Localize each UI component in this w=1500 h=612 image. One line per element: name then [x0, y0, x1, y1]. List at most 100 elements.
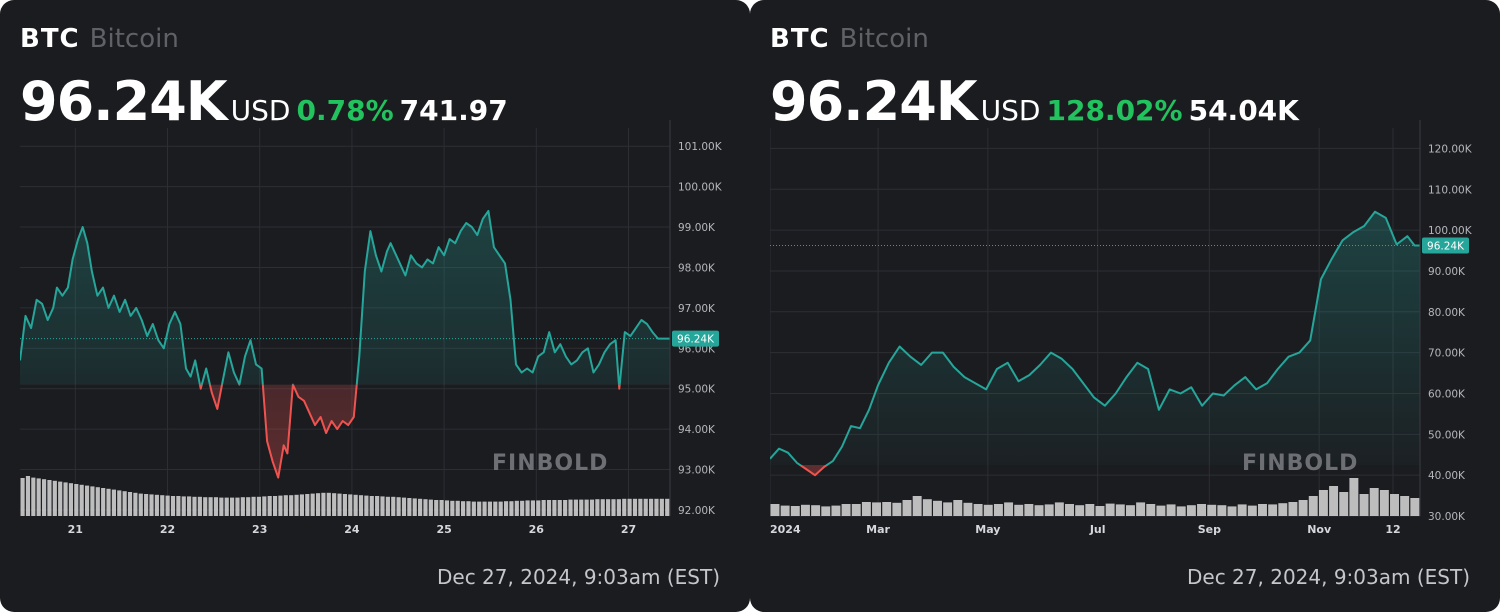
y-tick-label: 60.00K: [1428, 388, 1466, 400]
volume-bar: [160, 495, 165, 516]
volume-bar: [912, 496, 922, 516]
volume-bar: [267, 496, 272, 516]
volume-bar: [1410, 498, 1420, 516]
volume-bar: [579, 499, 584, 516]
volume-bar: [79, 484, 84, 516]
volume-bar: [606, 499, 611, 516]
chart-panel-daily: BTC Bitcoin 96.24K USD 0.78% 741.97 FINBOLD …: [0, 0, 750, 612]
volume-bar: [933, 500, 942, 516]
volume-bar: [643, 498, 648, 516]
volume-bar: [503, 501, 509, 516]
volume-bar: [122, 491, 127, 516]
volume-bar: [1247, 505, 1257, 516]
volume-bar: [192, 496, 197, 516]
volume-bar: [272, 496, 278, 516]
volume-bar: [1288, 502, 1298, 516]
y-tick-label: 80.00K: [1428, 307, 1466, 319]
x-tick-label: Sep: [1198, 523, 1221, 536]
volume-bar: [439, 500, 444, 516]
volume-bar: [627, 498, 632, 516]
volume-bar: [514, 500, 519, 516]
volume-bar: [1400, 496, 1410, 516]
volume-bar: [770, 504, 780, 516]
volume-bar: [1125, 505, 1135, 516]
volume-bar: [380, 496, 385, 516]
x-tick-label: 23: [252, 523, 267, 536]
volume-bar: [1318, 490, 1328, 516]
volume-bar: [52, 480, 57, 516]
x-tick-label: 22: [160, 523, 175, 536]
volume-bar: [1146, 504, 1156, 516]
volume-bar: [117, 490, 122, 516]
x-tick-label: Mar: [866, 523, 890, 536]
title-row: BTC Bitcoin: [20, 24, 179, 54]
y-tick-label: 50.00K: [1428, 429, 1466, 441]
volume-bar: [1024, 504, 1034, 516]
volume-bar: [412, 498, 417, 516]
volume-bar: [305, 494, 310, 516]
asset-name: Bitcoin: [839, 24, 929, 54]
asset-name: Bitcoin: [89, 24, 179, 54]
volume-bar: [892, 502, 902, 516]
currency-label: USD: [230, 94, 291, 127]
volume-bar: [321, 492, 326, 516]
volume-bar: [471, 501, 476, 516]
volume-bar: [278, 495, 283, 516]
currency-label: USD: [980, 94, 1041, 127]
volume-bar: [283, 495, 288, 516]
volume-bar: [138, 493, 143, 516]
volume-bar: [407, 498, 412, 516]
volume-bar: [1156, 505, 1166, 516]
y-tick-label: 101.00K: [678, 141, 723, 153]
volume-bar: [1085, 504, 1095, 516]
volume-bar: [841, 504, 851, 516]
volume-bar: [127, 492, 133, 516]
volume-bar: [31, 477, 36, 516]
price-chart: FINBOLD 92.00K93.00K94.00K95.00K96.00K97…: [20, 120, 723, 536]
timestamp: Dec 27, 2024, 9:03am (EST): [1187, 565, 1470, 589]
volume-bar: [659, 498, 664, 516]
y-tick-label: 92.00K: [678, 505, 716, 517]
volume-bar: [460, 501, 466, 516]
volume-bar: [455, 500, 460, 516]
area-fill-up: [20, 210, 670, 385]
volume-bar: [557, 500, 562, 516]
volume-bar: [861, 502, 871, 516]
volume-bar: [423, 499, 428, 516]
volume-bar: [1329, 486, 1339, 516]
volume-bar: [187, 496, 192, 516]
x-tick-label: 21: [68, 523, 83, 536]
volume-bar: [219, 497, 224, 516]
volume-bar: [1034, 505, 1044, 516]
volume-bar: [1044, 504, 1054, 516]
volume-bar: [487, 501, 493, 516]
volume-bar: [428, 499, 433, 516]
volume-bar: [1166, 504, 1176, 516]
x-tick-label: 2024: [770, 523, 801, 536]
area-fill-down: [800, 464, 828, 476]
volume-bar: [246, 497, 251, 516]
volume-bar: [369, 496, 374, 516]
volume-bar: [1186, 505, 1196, 516]
price-line-down: [198, 384, 621, 479]
y-tick-label: 30.00K: [1428, 511, 1466, 523]
ticker-label: BTC: [770, 24, 830, 54]
volume-bar: [20, 478, 25, 516]
volume-bar: [90, 486, 95, 516]
volume-bar: [25, 476, 31, 516]
price-line-up: [770, 210, 1420, 465]
volume-bar: [385, 496, 390, 516]
title-row: BTC Bitcoin: [770, 24, 929, 54]
volume-bar: [872, 502, 882, 516]
volume-bar: [358, 495, 364, 516]
volume-bar: [1298, 500, 1308, 516]
volume-bar: [1308, 496, 1318, 516]
volume-bar: [256, 496, 262, 516]
volume-bar: [197, 496, 202, 516]
volume-bar: [63, 482, 68, 516]
y-tick-label: 100.00K: [1428, 225, 1473, 237]
volume-bar: [203, 497, 208, 516]
volume-bar: [240, 497, 245, 516]
volume-bar: [289, 495, 294, 516]
volume-bar: [342, 494, 347, 516]
